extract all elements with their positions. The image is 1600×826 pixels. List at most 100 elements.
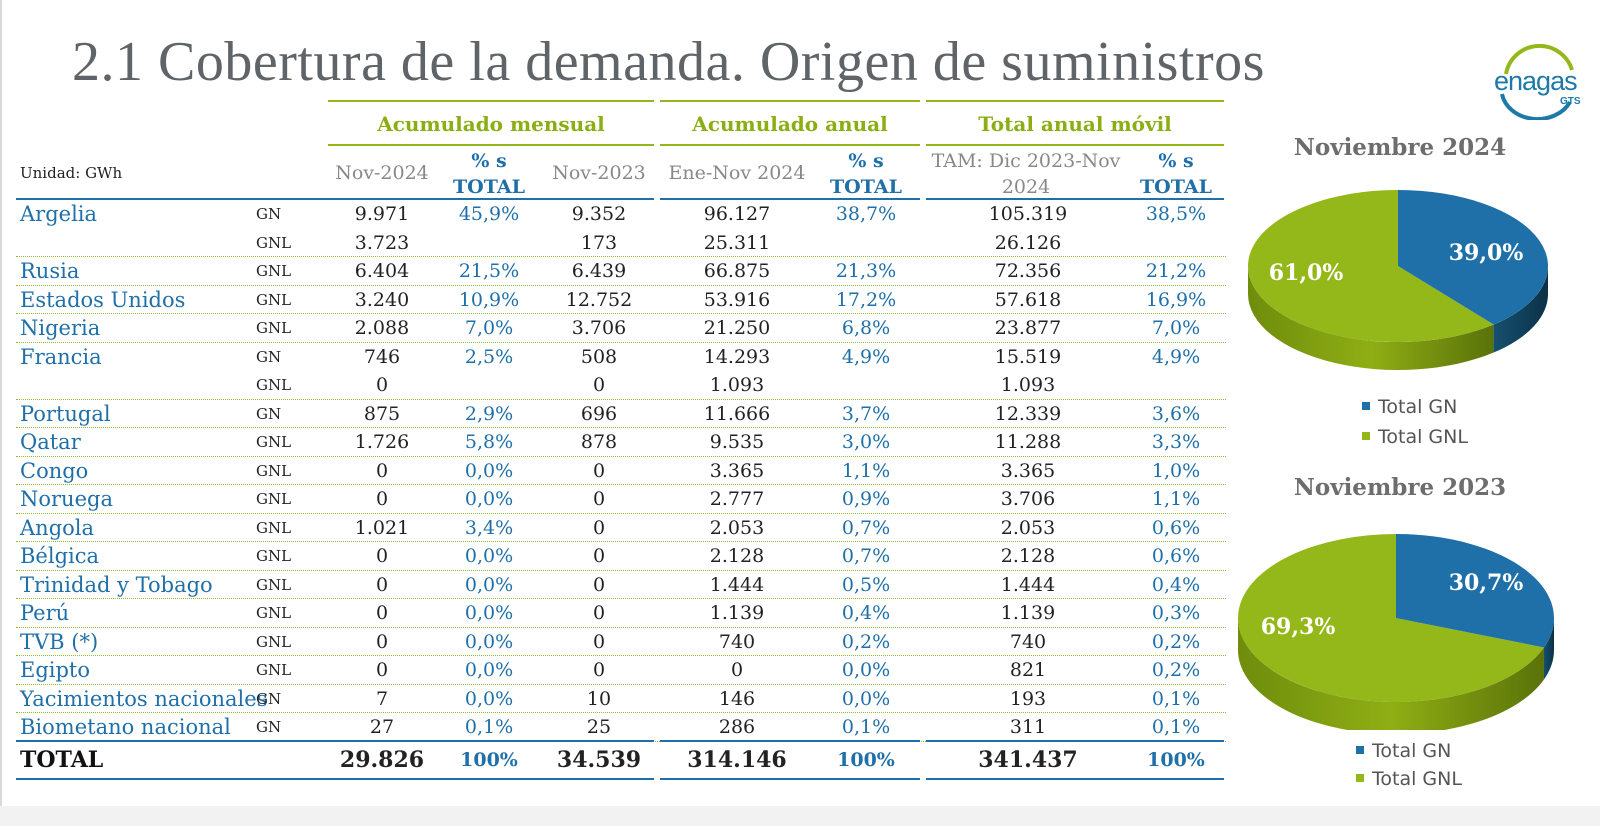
cell-pct-anual (816, 229, 916, 257)
legend-2023-gnl: Total GNL (1356, 768, 1462, 790)
col-pct-movil: % s TOTAL (1126, 148, 1226, 200)
legend-2024-gn: Total GN (1362, 396, 1457, 418)
cell-pct-mensual: 0,0% (464, 630, 514, 653)
enagas-logo: enagas GTS (1488, 43, 1588, 122)
row-country: Trinidad y Tobago (20, 572, 213, 597)
cell-ene-nov: 3.365 (709, 459, 765, 482)
cell-ene-nov: 14.293 (703, 345, 771, 368)
row-type: GNL (256, 376, 292, 394)
cell-pct-movil: 3,6% (1151, 402, 1201, 425)
legend-2023-gn: Total GN (1356, 740, 1451, 762)
cell-pct-anual: 0,7% (841, 545, 891, 567)
total-pct-mensual: 100% (460, 749, 518, 771)
cell-nov2023: 696 (580, 402, 618, 425)
pie-slice-gnl (1248, 190, 1494, 342)
cell-tam: 1.139 (1000, 602, 1056, 624)
cell-pct-movil: 0,6% (1151, 516, 1201, 539)
pie-side-gn (1543, 618, 1554, 680)
cell-pct-mensual: 7,0% (464, 317, 514, 339)
cell-nov2023: 173 (580, 231, 618, 254)
row-type: GN (256, 404, 282, 423)
table-row: Francia GN 746 2,5% 508 14.293 4,9% 15.519 4,9% (16, 343, 1226, 372)
cell-tam: 105.319 (988, 203, 1068, 225)
pie-slice-gn (1396, 534, 1554, 648)
row-type: GN (256, 347, 282, 366)
col-pct-anual: % s TOTAL (816, 148, 916, 200)
cell-ene-nov: 0 (730, 659, 744, 681)
cell-tam: 11.288 (994, 431, 1062, 453)
row-type: GNL (256, 518, 292, 537)
table-row: Congo GNL 0 0,0% 0 3.365 1,1% 3.365 1,0% (16, 457, 1226, 486)
cell-pct-anual: 0,0% (841, 687, 891, 710)
pie-chart-2023: 30,7% 69,3% (1238, 534, 1554, 730)
cell-pct-mensual: 0,0% (464, 573, 514, 596)
pie-chart-2024: 39,0% 61,0% (1248, 190, 1548, 370)
row-type: GNL (256, 290, 292, 309)
cell-ene-nov: 1.444 (709, 573, 765, 596)
legend-gnl-swatch (1356, 773, 1364, 782)
cell-tam: 23.877 (994, 317, 1062, 339)
row-type: GNL (256, 547, 292, 565)
section-label: Total anual móvil (978, 112, 1172, 136)
cell-pct-mensual: 0,0% (464, 602, 514, 624)
cell-pct-movil: 16,9% (1145, 288, 1207, 311)
cell-nov2024: 746 (363, 345, 401, 368)
row-type: GNL (256, 575, 292, 594)
cell-tam: 3.706 (1000, 488, 1056, 510)
cell-nov2024: 1.726 (354, 431, 410, 453)
cell-pct-anual: 0,4% (841, 602, 891, 624)
cell-nov2024: 2.088 (354, 317, 410, 339)
cell-pct-anual: 0,1% (841, 716, 891, 738)
row-country: Argelia (20, 202, 98, 226)
table-row: Angola GNL 1.021 3,4% 0 2.053 0,7% 2.053 0,6% (16, 514, 1226, 543)
col-nov2023: Nov-2023 (552, 162, 646, 184)
total-bottom-rule (926, 778, 1224, 780)
cell-nov2023: 0 (592, 516, 606, 539)
row-type: GN (256, 718, 282, 736)
cell-pct-mensual: 45,9% (458, 203, 520, 225)
total-top-rule (16, 740, 654, 742)
cell-pct-movil: 4,9% (1151, 345, 1201, 368)
pie-side-gn (1493, 266, 1548, 353)
cell-nov2023: 0 (592, 545, 606, 567)
cell-pct-movil: 1,1% (1151, 488, 1201, 510)
row-country: Nigeria (20, 316, 101, 340)
total-ene-nov: 314.146 (687, 747, 787, 773)
cell-pct-mensual: 0,0% (464, 545, 514, 567)
cell-nov2024: 1.021 (354, 516, 410, 539)
cell-pct-mensual: 0,0% (464, 488, 514, 510)
cell-pct-mensual: 10,9% (458, 288, 520, 311)
cell-nov2023: 10 (586, 687, 612, 710)
total-bottom-rule (660, 778, 920, 780)
row-country: Perú (20, 601, 70, 625)
cell-nov2024: 27 (369, 716, 395, 738)
section-total-anual-movil: Total anual móvil (926, 100, 1224, 146)
cell-pct-anual: 0,5% (841, 573, 891, 596)
cell-pct-anual: 0,0% (841, 659, 891, 681)
pie-side-gnl (1248, 266, 1494, 370)
row-type: GNL (256, 604, 292, 622)
legend-gnl-label: Total GNL (1372, 768, 1462, 790)
row-country: Angola (20, 515, 95, 540)
table-row: Bélgica GNL 0 0,0% 0 2.128 0,7% 2.128 0,6% (16, 542, 1226, 571)
section-label: Acumulado mensual (377, 112, 605, 136)
cell-tam: 2.053 (1000, 516, 1056, 539)
cell-pct-movil: 0,2% (1151, 630, 1201, 653)
cell-pct-mensual (444, 371, 534, 399)
row-country: Congo (20, 458, 89, 483)
cell-pct-anual: 3,0% (841, 431, 891, 453)
logo-subtext: GTS (1560, 96, 1581, 107)
cell-nov2023: 12.752 (565, 288, 633, 311)
cell-pct-movil: 3,3% (1151, 431, 1201, 453)
cell-nov2024: 6.404 (354, 260, 410, 282)
cell-ene-nov: 740 (718, 630, 756, 653)
cell-pct-mensual: 0,1% (464, 716, 514, 738)
cell-nov2023: 25 (586, 716, 612, 738)
cell-ene-nov: 146 (718, 687, 756, 710)
table-row: Egipto GNL 0 0,0% 0 0 0,0% 821 0,2% (16, 656, 1226, 685)
col-tam: TAM: Dic 2023-Nov 2024 (926, 148, 1126, 200)
table-row: GNL 3.723 173 25.311 26.126 (16, 229, 1226, 258)
cell-ene-nov: 96.127 (703, 203, 771, 225)
col-pct-line1: % s (471, 150, 507, 172)
col-pct-line1: % s (848, 150, 884, 172)
